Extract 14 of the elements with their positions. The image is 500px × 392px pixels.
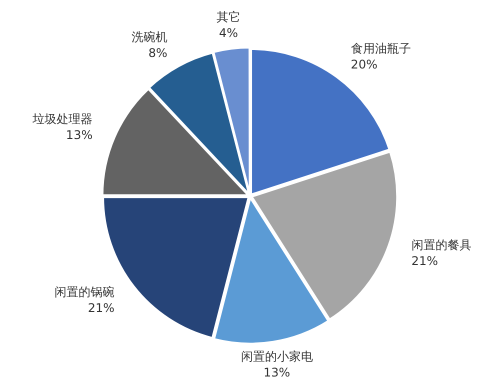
slice-label: 闲置的锅碗 [54, 285, 114, 300]
slice-label: 垃圾处理器 [32, 112, 93, 126]
data-label: 4% [218, 26, 238, 40]
data-label: 8% [148, 46, 168, 60]
slice-label: 食用油瓶子 [350, 41, 411, 56]
slice-label: 闲置的小家电 [240, 350, 313, 364]
data-label: 20% [350, 57, 378, 72]
data-label: 21% [88, 301, 114, 316]
data-label: 13% [263, 366, 290, 380]
slice-label: 闲置的餐具 [411, 238, 472, 252]
slice-label: 其它 [216, 10, 241, 24]
data-label: 13% [66, 128, 93, 142]
slice-label: 洗碗机 [131, 30, 168, 44]
data-label: 21% [411, 254, 438, 268]
